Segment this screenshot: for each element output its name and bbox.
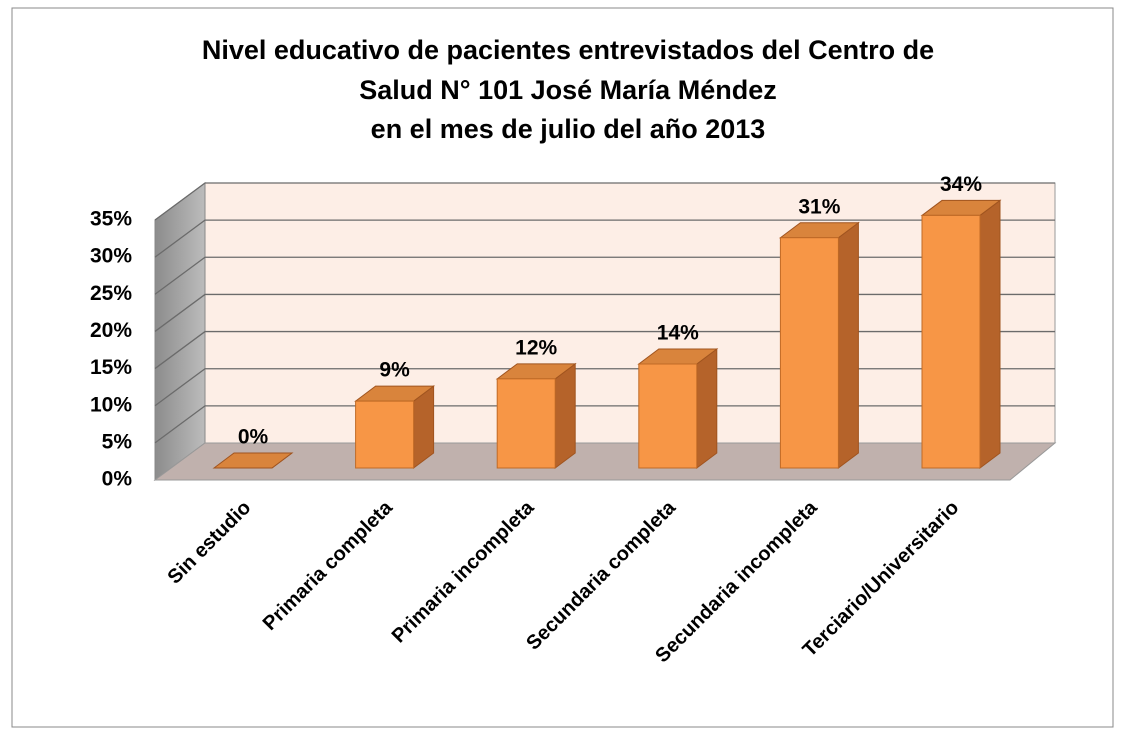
grid-line xyxy=(154,219,1055,258)
bar-front xyxy=(779,237,839,469)
y-tick-label: 25% xyxy=(90,282,132,305)
y-tick-label: 0% xyxy=(102,468,133,491)
y-tick-label: 30% xyxy=(90,245,132,268)
bar-side xyxy=(979,199,1001,469)
value-label: 12% xyxy=(515,336,557,359)
bar xyxy=(495,362,577,469)
bar-side xyxy=(837,221,859,469)
y-tick-label: 35% xyxy=(90,208,132,231)
y-tick-label: 10% xyxy=(90,393,132,416)
value-label: 9% xyxy=(379,359,410,382)
bar xyxy=(637,348,719,469)
side-wall xyxy=(154,182,206,481)
bar-front xyxy=(355,400,415,469)
bar-front xyxy=(496,378,556,469)
value-label: 14% xyxy=(657,322,699,345)
chart-title: Nivel educativo de pacientes entrevistad… xyxy=(202,35,934,65)
grid-line xyxy=(154,256,1055,295)
bar-side xyxy=(554,362,576,469)
chart-title: Salud N° 101 José María Méndez xyxy=(359,75,776,105)
grid-line xyxy=(154,368,1055,407)
bar-side xyxy=(696,348,718,469)
bar xyxy=(778,221,860,469)
grid-line xyxy=(154,330,1055,370)
bar-front xyxy=(638,363,698,469)
chart-title: en el mes de julio del año 2013 xyxy=(371,114,766,144)
y-tick-label: 5% xyxy=(102,430,133,453)
grid-line xyxy=(154,182,1055,221)
value-label: 34% xyxy=(940,173,982,196)
y-tick-label: 20% xyxy=(90,319,132,342)
bar-top xyxy=(212,452,294,469)
grid-line xyxy=(154,405,1055,444)
value-label: 31% xyxy=(798,195,840,218)
bar xyxy=(212,452,294,469)
bar-front xyxy=(921,214,981,469)
value-label: 0% xyxy=(238,426,269,449)
bar xyxy=(354,385,436,469)
grid-line xyxy=(154,293,1055,332)
y-tick-label: 15% xyxy=(90,356,132,379)
floor xyxy=(153,442,1057,481)
bar xyxy=(920,199,1002,469)
